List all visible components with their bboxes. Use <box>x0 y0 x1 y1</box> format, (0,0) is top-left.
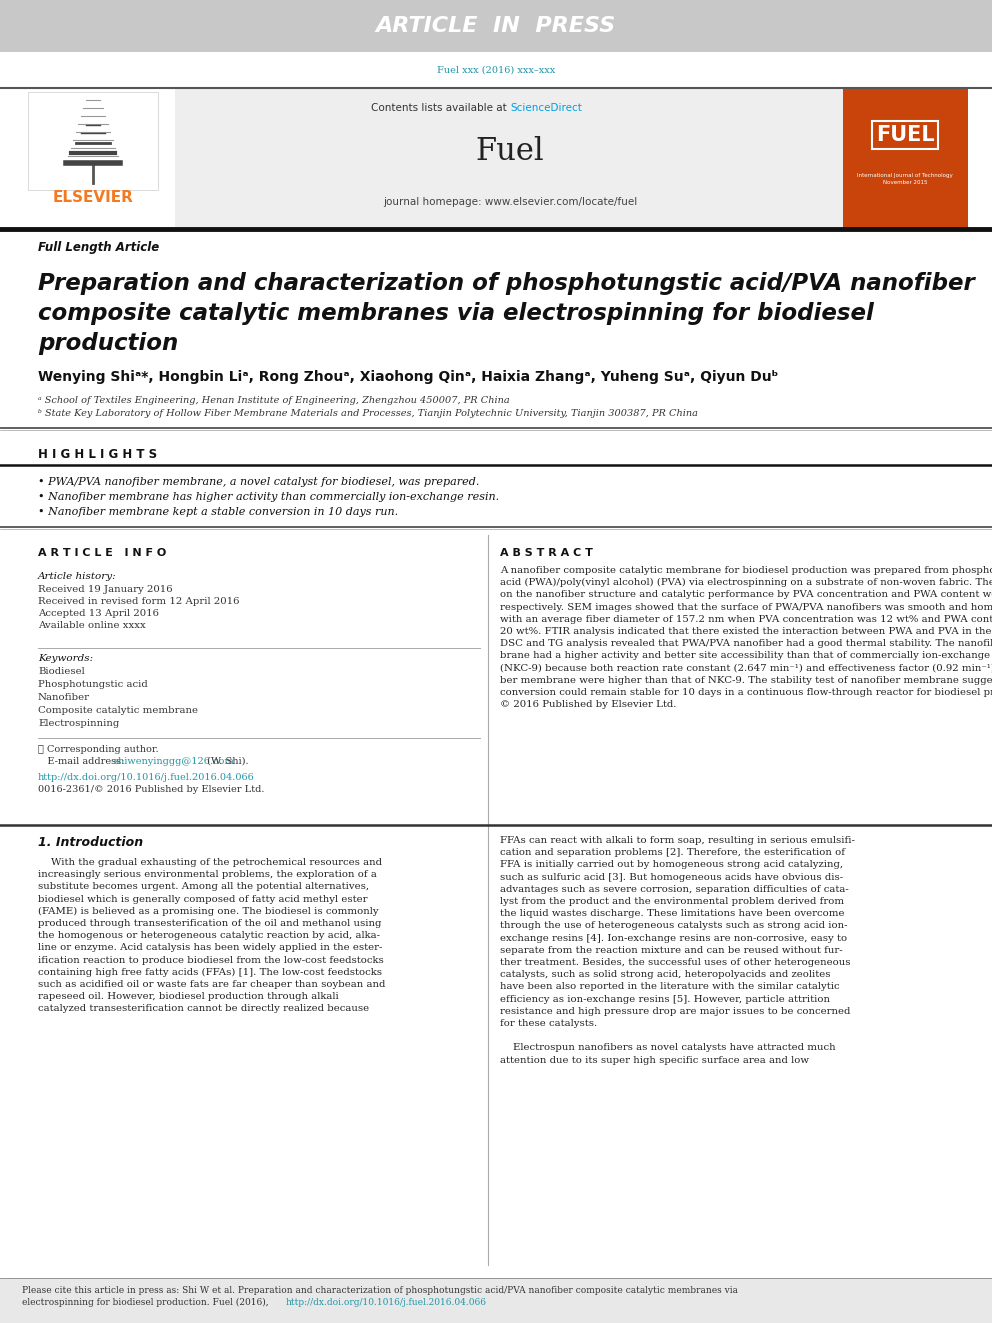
Text: ELSEVIER: ELSEVIER <box>53 191 134 205</box>
Text: Composite catalytic membrane: Composite catalytic membrane <box>38 706 198 714</box>
Text: (NKC-9) because both reaction rate constant (2.647 min⁻¹) and effectiveness fact: (NKC-9) because both reaction rate const… <box>500 664 992 672</box>
Text: Fuel: Fuel <box>476 136 545 168</box>
Text: November 2015: November 2015 <box>883 180 928 185</box>
Text: Available online xxxx: Available online xxxx <box>38 620 146 630</box>
Text: acid (PWA)/poly(vinyl alcohol) (PVA) via electrospinning on a substrate of non-w: acid (PWA)/poly(vinyl alcohol) (PVA) via… <box>500 578 992 587</box>
Text: ARTICLE  IN  PRESS: ARTICLE IN PRESS <box>376 16 616 36</box>
Text: respectively. SEM images showed that the surface of PWA/PVA nanofibers was smoot: respectively. SEM images showed that the… <box>500 602 992 611</box>
Text: Nanofiber: Nanofiber <box>38 693 90 703</box>
Text: © 2016 Published by Elsevier Ltd.: © 2016 Published by Elsevier Ltd. <box>500 700 677 709</box>
Text: 0016-2361/© 2016 Published by Elsevier Ltd.: 0016-2361/© 2016 Published by Elsevier L… <box>38 785 265 794</box>
Text: A R T I C L E   I N F O: A R T I C L E I N F O <box>38 548 167 558</box>
Text: Received in revised form 12 April 2016: Received in revised form 12 April 2016 <box>38 597 239 606</box>
Text: catalyzed transesterification cannot be directly realized because: catalyzed transesterification cannot be … <box>38 1004 369 1013</box>
Text: Phosphotungstic acid: Phosphotungstic acid <box>38 680 148 689</box>
Text: (W. Shi).: (W. Shi). <box>204 757 249 766</box>
Text: Electrospun nanofibers as novel catalysts have attracted much: Electrospun nanofibers as novel catalyst… <box>500 1044 835 1052</box>
Bar <box>175 89 843 229</box>
Text: H I G H L I G H T S: H I G H L I G H T S <box>38 448 157 460</box>
Text: Preparation and characterization of phosphotungstic acid/PVA nanofiber: Preparation and characterization of phos… <box>38 273 975 295</box>
Text: separate from the reaction mixture and can be reused without fur-: separate from the reaction mixture and c… <box>500 946 842 955</box>
Text: • Nanofiber membrane kept a stable conversion in 10 days run.: • Nanofiber membrane kept a stable conve… <box>38 507 398 517</box>
Text: conversion could remain stable for 10 days in a continuous flow-through reactor : conversion could remain stable for 10 da… <box>500 688 992 697</box>
Text: Article history:: Article history: <box>38 572 117 581</box>
Text: ᵃ School of Textiles Engineering, Henan Institute of Engineering, Zhengzhou 4500: ᵃ School of Textiles Engineering, Henan … <box>38 396 510 405</box>
Text: such as acidified oil or waste fats are far cheaper than soybean and: such as acidified oil or waste fats are … <box>38 980 385 990</box>
Text: brane had a higher activity and better site accessibility than that of commercia: brane had a higher activity and better s… <box>500 651 992 660</box>
Text: electrospinning for biodiesel production. Fuel (2016),: electrospinning for biodiesel production… <box>22 1298 272 1307</box>
Text: 20 wt%. FTIR analysis indicated that there existed the interaction between PWA a: 20 wt%. FTIR analysis indicated that the… <box>500 627 992 636</box>
Text: Biodiesel: Biodiesel <box>38 667 84 676</box>
Text: Please cite this article in press as: Shi W et al. Preparation and characterizat: Please cite this article in press as: Sh… <box>22 1286 738 1295</box>
Text: rapeseed oil. However, biodiesel production through alkali: rapeseed oil. However, biodiesel product… <box>38 992 338 1002</box>
Text: catalysts, such as solid strong acid, heteropolyacids and zeolites: catalysts, such as solid strong acid, he… <box>500 970 830 979</box>
Text: • PWA/PVA nanofiber membrane, a novel catalyst for biodiesel, was prepared.: • PWA/PVA nanofiber membrane, a novel ca… <box>38 478 479 487</box>
Text: Wenying Shiᵃ*, Hongbin Liᵃ, Rong Zhouᵃ, Xiaohong Qinᵃ, Haixia Zhangᵃ, Yuheng Suᵃ: Wenying Shiᵃ*, Hongbin Liᵃ, Rong Zhouᵃ, … <box>38 370 779 384</box>
Text: With the gradual exhausting of the petrochemical resources and: With the gradual exhausting of the petro… <box>38 859 382 867</box>
Text: (FAME) is believed as a promising one. The biodiesel is commonly: (FAME) is believed as a promising one. T… <box>38 906 379 916</box>
Text: ther treatment. Besides, the successful uses of other heterogeneous: ther treatment. Besides, the successful … <box>500 958 850 967</box>
Text: Accepted 13 April 2016: Accepted 13 April 2016 <box>38 609 159 618</box>
Text: ᵇ State Key Laboratory of Hollow Fiber Membrane Materials and Processes, Tianjin: ᵇ State Key Laboratory of Hollow Fiber M… <box>38 409 698 418</box>
Text: DSC and TG analysis revealed that PWA/PVA nanofiber had a good thermal stability: DSC and TG analysis revealed that PWA/PV… <box>500 639 992 648</box>
Text: ScienceDirect: ScienceDirect <box>510 103 582 112</box>
Text: Keywords:: Keywords: <box>38 654 93 663</box>
Text: FUEL: FUEL <box>876 124 934 146</box>
Text: composite catalytic membranes via electrospinning for biodiesel: composite catalytic membranes via electr… <box>38 302 874 325</box>
Text: resistance and high pressure drop are major issues to be concerned: resistance and high pressure drop are ma… <box>500 1007 850 1016</box>
Text: FFAs can react with alkali to form soap, resulting in serious emulsifi-: FFAs can react with alkali to form soap,… <box>500 836 855 845</box>
Text: exchange resins [4]. Ion-exchange resins are non-corrosive, easy to: exchange resins [4]. Ion-exchange resins… <box>500 934 847 942</box>
Text: journal homepage: www.elsevier.com/locate/fuel: journal homepage: www.elsevier.com/locat… <box>383 197 637 206</box>
Text: the homogenous or heterogeneous catalytic reaction by acid, alka-: the homogenous or heterogeneous catalyti… <box>38 931 380 941</box>
Text: line or enzyme. Acid catalysis has been widely applied in the ester-: line or enzyme. Acid catalysis has been … <box>38 943 382 953</box>
Text: FFA is initially carried out by homogeneous strong acid catalyzing,: FFA is initially carried out by homogene… <box>500 860 843 869</box>
Text: biodiesel which is generally composed of fatty acid methyl ester: biodiesel which is generally composed of… <box>38 894 367 904</box>
Text: attention due to its super high specific surface area and low: attention due to its super high specific… <box>500 1056 809 1065</box>
Bar <box>28 93 158 191</box>
Bar <box>0 1278 992 1323</box>
Text: Contents lists available at: Contents lists available at <box>371 103 510 112</box>
Text: A B S T R A C T: A B S T R A C T <box>500 548 593 558</box>
Text: through the use of heterogeneous catalysts such as strong acid ion-: through the use of heterogeneous catalys… <box>500 921 847 930</box>
Text: efficiency as ion-exchange resins [5]. However, particle attrition: efficiency as ion-exchange resins [5]. H… <box>500 995 830 1004</box>
Text: lyst from the product and the environmental problem derived from: lyst from the product and the environmen… <box>500 897 844 906</box>
Text: with an average fiber diameter of 157.2 nm when PVA concentration was 12 wt% and: with an average fiber diameter of 157.2 … <box>500 615 992 624</box>
Text: Electrospinning: Electrospinning <box>38 718 119 728</box>
Text: such as sulfuric acid [3]. But homogeneous acids have obvious dis-: such as sulfuric acid [3]. But homogeneo… <box>500 873 843 881</box>
Text: Received 19 January 2016: Received 19 January 2016 <box>38 585 173 594</box>
Text: Full Length Article: Full Length Article <box>38 242 160 254</box>
Text: http://dx.doi.org/10.1016/j.fuel.2016.04.066: http://dx.doi.org/10.1016/j.fuel.2016.04… <box>38 773 255 782</box>
Text: produced through transesterification of the oil and methanol using: produced through transesterification of … <box>38 919 381 927</box>
Bar <box>843 89 968 229</box>
Text: ification reaction to produce biodiesel from the low-cost feedstocks: ification reaction to produce biodiesel … <box>38 955 384 964</box>
Text: Fuel xxx (2016) xxx–xxx: Fuel xxx (2016) xxx–xxx <box>436 66 556 74</box>
Text: for these catalysts.: for these catalysts. <box>500 1019 597 1028</box>
Text: containing high free fatty acids (FFAs) [1]. The low-cost feedstocks: containing high free fatty acids (FFAs) … <box>38 968 382 976</box>
Text: ⋆ Corresponding author.: ⋆ Corresponding author. <box>38 745 159 754</box>
Text: shiwenyinggg@126.com: shiwenyinggg@126.com <box>114 757 235 766</box>
Text: on the nanofiber structure and catalytic performance by PVA concentration and PW: on the nanofiber structure and catalytic… <box>500 590 992 599</box>
Text: increasingly serious environmental problems, the exploration of a: increasingly serious environmental probl… <box>38 871 377 880</box>
Text: International Journal of Technology: International Journal of Technology <box>857 172 953 177</box>
Text: production: production <box>38 332 179 355</box>
Text: http://dx.doi.org/10.1016/j.fuel.2016.04.066: http://dx.doi.org/10.1016/j.fuel.2016.04… <box>286 1298 487 1307</box>
Bar <box>0 0 992 52</box>
Text: the liquid wastes discharge. These limitations have been overcome: the liquid wastes discharge. These limit… <box>500 909 844 918</box>
Text: have been also reported in the literature with the similar catalytic: have been also reported in the literatur… <box>500 983 839 991</box>
Text: 1. Introduction: 1. Introduction <box>38 836 143 849</box>
Text: E-mail address:: E-mail address: <box>38 757 128 766</box>
Text: ber membrane were higher than that of NKC-9. The stability test of nanofiber mem: ber membrane were higher than that of NK… <box>500 676 992 685</box>
Text: • Nanofiber membrane has higher activity than commercially ion-exchange resin.: • Nanofiber membrane has higher activity… <box>38 492 499 501</box>
Text: advantages such as severe corrosion, separation difficulties of cata-: advantages such as severe corrosion, sep… <box>500 885 849 894</box>
Text: cation and separation problems [2]. Therefore, the esterification of: cation and separation problems [2]. Ther… <box>500 848 845 857</box>
Text: A nanofiber composite catalytic membrane for biodiesel production was prepared f: A nanofiber composite catalytic membrane… <box>500 566 992 576</box>
Text: substitute becomes urgent. Among all the potential alternatives,: substitute becomes urgent. Among all the… <box>38 882 369 892</box>
